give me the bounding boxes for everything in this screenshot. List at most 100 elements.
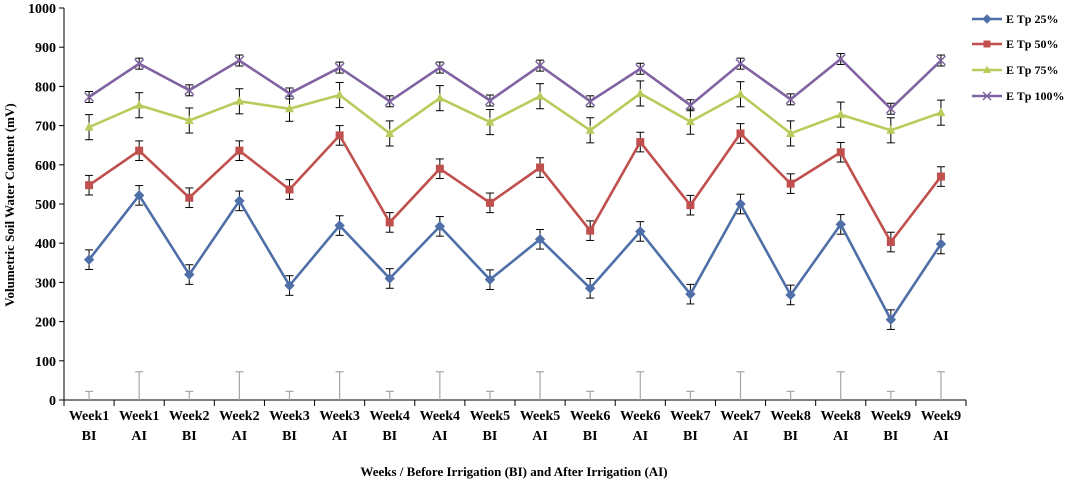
diamond-marker [935,238,947,250]
data-point [786,128,796,137]
legend-item: E Tp 100% [972,89,1064,103]
data-point [836,109,846,119]
data-point [584,283,596,294]
legend-item: E Tp 50% [972,37,1058,51]
triangle-marker [936,107,946,117]
series-group [83,52,947,330]
data-point [534,234,546,245]
square-marker [536,163,545,172]
legend-item: E Tp 75% [972,63,1058,77]
diamond-marker [133,190,145,201]
square-marker [736,129,745,138]
triangle-marker [836,109,846,119]
x-marker-stroke [234,55,245,66]
x-tick-label-phase: BI [483,429,498,444]
x-marker-stroke [685,100,696,111]
diamond-marker [685,288,696,300]
data-point [535,60,546,71]
triangle-marker [786,128,796,137]
data-point [935,238,947,250]
diamond-marker [835,219,846,230]
data-point [936,107,946,117]
triangle-marker [184,115,194,125]
diamond-marker [334,220,345,231]
square-marker [85,181,94,190]
data-point [736,129,745,138]
data-point [735,58,746,69]
x-marker-stroke [785,94,796,105]
data-point [84,91,95,103]
x-tick-label-week: Week4 [369,409,409,424]
square-marker [285,185,294,194]
x-tick-label-week: Week1 [69,409,109,424]
data-point [786,179,795,188]
x-tick-label-phase: AI [432,429,448,444]
data-point [334,220,345,231]
x-tick-label-phase: AI [232,429,248,444]
diamond-marker [434,221,446,232]
x-tick-label-phase: AI [332,429,348,444]
data-point [485,117,495,126]
square-marker [983,40,991,48]
x-tick-label-week: Week3 [319,409,359,424]
data-point [735,198,746,210]
data-point [685,288,696,300]
y-axis-ticks: 0 100 200 300 400 500 600 700 800 900 1000 [28,2,64,409]
data-point [384,96,395,107]
x-marker-stroke [134,58,145,69]
x-tick-label-phase: BI [783,429,798,444]
square-marker [485,198,494,207]
series-2 [85,123,945,253]
x-tick-label-phase: BI [382,429,397,444]
data-point [835,219,846,230]
series-4 [84,52,946,115]
square-marker [936,172,945,181]
data-point [184,269,195,280]
legend-item: E Tp 25% [972,12,1058,26]
square-marker [435,164,444,173]
data-point [334,62,345,73]
data-point [685,100,696,111]
data-point [83,254,95,265]
data-point [485,198,494,207]
diamond-marker [735,198,746,210]
series-line [88,57,942,111]
y-tick-label: 500 [35,198,56,213]
data-point [235,146,244,155]
square-marker [385,218,394,227]
data-point [134,100,144,109]
triangle-marker [285,103,294,113]
square-marker [235,146,244,155]
series-line [88,131,942,245]
x-tick-label-week: Week1 [119,409,159,424]
data-point [686,201,695,210]
data-point [335,131,344,140]
x-tick-label-phase: BI [883,429,898,444]
y-tick-label: 100 [35,355,56,370]
square-marker [335,131,344,140]
legend-label: E Tp 50% [1006,37,1058,51]
diamond-marker [885,314,897,325]
data-point [936,172,945,181]
diamond-marker [982,14,992,24]
x-marker-stroke [982,91,992,101]
data-point [435,164,444,173]
data-point [685,116,695,126]
data-point [536,163,545,172]
x-tick-label-week: Week7 [720,409,760,424]
data-point [435,93,445,102]
legend-label: E Tp 25% [1006,12,1058,26]
x-marker-stroke [434,62,445,73]
x-marker-stroke [935,55,946,66]
x-tick-label-phase: AI [833,429,849,444]
triangle-marker [736,89,745,98]
data-point [585,125,595,134]
triangle-marker [685,116,695,126]
x-tick-label-week: Week6 [570,409,610,424]
y-tick-label: 600 [35,159,56,174]
square-marker [686,201,695,210]
diamond-marker [484,274,496,285]
x-marker-stroke [535,60,546,71]
data-point [484,274,496,285]
